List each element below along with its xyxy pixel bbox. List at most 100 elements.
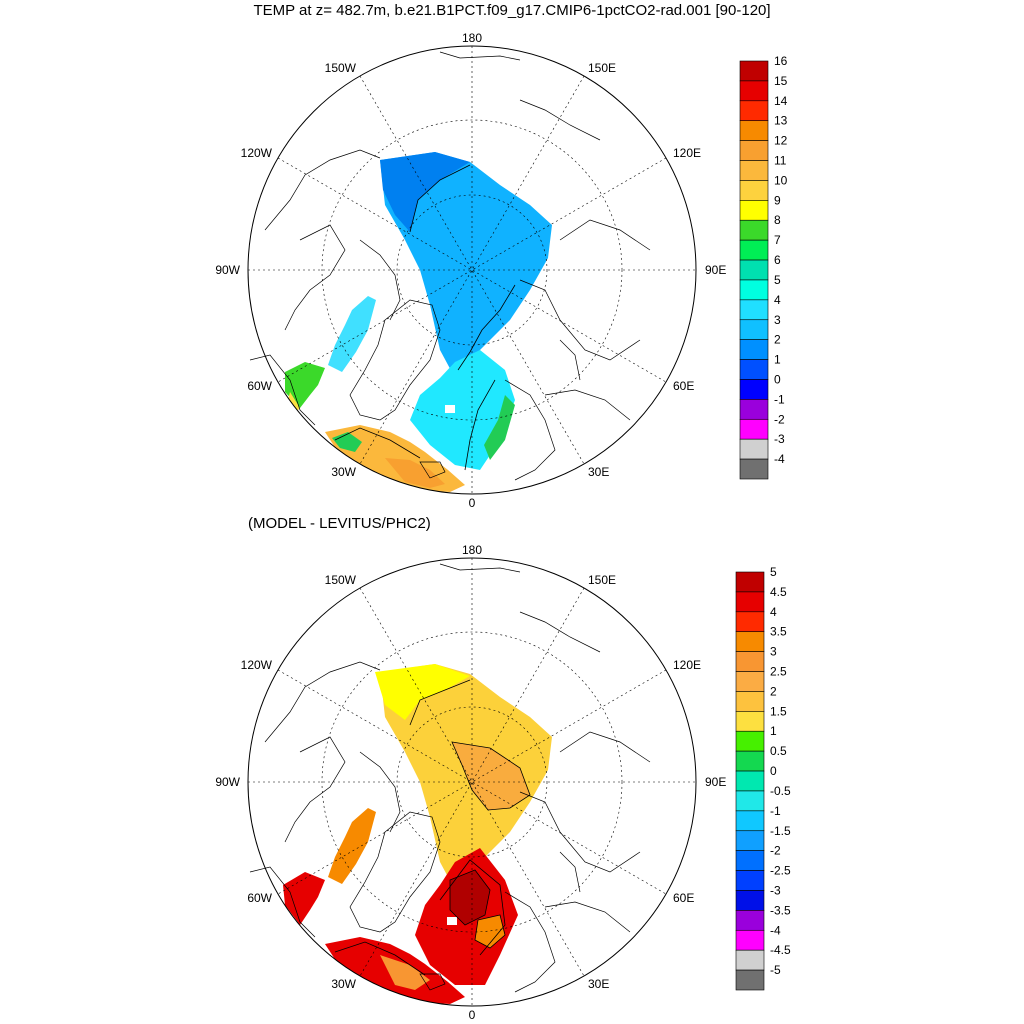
bottom-colorbar-tick-label: 0.5	[770, 744, 787, 758]
bottom-colorbar-tick-label: -2.5	[770, 864, 791, 878]
bottom-colorbar-swatch	[735, 770, 765, 792]
bottom-colorbar-swatch	[735, 631, 765, 652]
top-colorbar-tick-label: 4	[774, 293, 781, 307]
bottom-coast-labrador	[249, 866, 316, 938]
bottom-lon-label-90e: 90E	[705, 775, 726, 789]
bottom-colorbar-swatch	[735, 870, 765, 891]
bottom-contour-2-5	[451, 741, 531, 811]
bottom-colorbar-swatch	[735, 730, 765, 752]
top-lon-label-120e: 120E	[673, 146, 701, 160]
bottom-contour-3-5	[439, 859, 506, 956]
bottom-colorbar-tick-label: 3.5	[770, 625, 787, 639]
bottom-colorbar-tick-label: -4.5	[770, 943, 791, 957]
top-coast-chukotka	[519, 99, 601, 141]
top-coast-labrador	[249, 354, 316, 426]
bottom-lon-label-90w: 90W	[215, 775, 240, 789]
bottom-coast-bering	[439, 563, 521, 573]
bottom-contour-4	[334, 941, 426, 976]
top-colorbar-swatch	[739, 180, 769, 201]
difference-panel-title: (MODEL - LEVITUS/PHC2)	[248, 515, 431, 532]
top-temperature-field	[285, 152, 552, 492]
top-colorbar-tick-label: 7	[774, 233, 781, 247]
top-colorbar-swatch	[739, 279, 769, 301]
bottom-colorbar-tick-label: -1	[770, 804, 781, 818]
top-colorbar-tick-label: 9	[774, 193, 781, 207]
top-colorbar-swatch	[739, 399, 769, 420]
bottom-lon-label-150e: 150E	[588, 573, 616, 587]
bottom-coast-greenland	[349, 811, 441, 933]
bottom-arctic-basin-fill	[380, 664, 552, 890]
bottom-coast-siberia	[519, 791, 641, 873]
top-contour-lines	[334, 164, 516, 471]
bottom-coast-chukotka	[519, 611, 601, 653]
top-coast-ellesmere	[359, 239, 401, 321]
top-colorbar-tick-label: 3	[774, 313, 781, 327]
top-lon-label-90w: 90W	[215, 263, 240, 277]
bottom-colorbar-tick-label: -0.5	[770, 784, 791, 798]
bottom-colorbar-tick-label: 0	[770, 764, 777, 778]
top-contour-3	[457, 284, 516, 371]
top-labrador-fill	[285, 362, 325, 408]
top-colorbar-swatch	[739, 219, 769, 241]
bottom-lon-label-60e: 60E	[673, 891, 694, 905]
bottom-coast-alaska-canada	[264, 661, 381, 743]
top-colorbar-tick-label: 6	[774, 253, 781, 267]
bottom-colorbar-tick-label: -2	[770, 844, 781, 858]
bottom-lon-label-150w: 150W	[325, 573, 357, 587]
top-polar-map: 180 0 90W 90E 150W 120W 60W 30W 150E 120…	[215, 31, 726, 510]
top-colorbar-swatch	[739, 120, 769, 141]
bottom-colorbar-tick-label: 1.5	[770, 704, 787, 718]
bottom-colorbar-tick-label: 3	[770, 645, 777, 659]
top-land-gap	[445, 405, 455, 413]
bottom-baffin-fill	[328, 808, 376, 884]
top-colorbar-tick-label: -4	[774, 452, 785, 466]
bottom-colorbar-swatch	[735, 790, 765, 812]
top-colorbar-swatch	[739, 359, 769, 380]
top-colorbar-swatch	[739, 259, 769, 281]
bottom-contour-lines	[334, 679, 531, 976]
bottom-colorbar-swatch	[735, 929, 765, 951]
bottom-coast-russia-north	[544, 901, 631, 933]
bottom-colorbar-tick-label: 1	[770, 724, 777, 738]
top-coast-iceland	[419, 461, 446, 479]
bottom-coast-east-siberia	[559, 731, 651, 763]
bottom-colorbar-swatch	[735, 810, 765, 832]
bottom-colorbar-tick-label: -5	[770, 963, 781, 977]
top-colorbar-swatch	[739, 339, 769, 360]
bottom-colorbar-swatch	[735, 830, 765, 851]
top-colorbar-swatch	[739, 418, 769, 440]
bottom-nordic-core-fill	[450, 870, 490, 925]
bottom-coastlines	[249, 563, 651, 993]
top-colorbar-tick-label: 12	[774, 134, 788, 148]
top-lon-label-30e: 30E	[588, 465, 609, 479]
top-colorbar-swatch	[739, 299, 769, 321]
bottom-colorbar-tick-label: -1.5	[770, 824, 791, 838]
top-lon-label-60e: 60E	[673, 379, 694, 393]
top-colorbar-tick-label: 15	[774, 74, 788, 88]
bottom-coast-scandinavia	[504, 891, 556, 993]
top-nordic-seas-fill	[410, 350, 515, 470]
bottom-colorbar-tick-label: 4.5	[770, 585, 787, 599]
bottom-colorbar-tick-label: 5	[770, 565, 777, 579]
bottom-coast-novaya-zemlya	[559, 851, 581, 893]
bottom-colorbar-tick-label: 2.5	[770, 665, 787, 679]
bottom-colorbar-tick-label: -4	[770, 923, 781, 937]
top-lon-label-120w: 120W	[241, 146, 273, 160]
bottom-colorbar-tick-label: -3.5	[770, 903, 791, 917]
top-colorbar-tick-label: -1	[774, 392, 785, 406]
bottom-contour-4-5	[449, 869, 491, 926]
top-colorbar-swatch	[739, 140, 769, 161]
top-colorbar-tick-label: 16	[774, 54, 788, 68]
top-lon-label-90e: 90E	[705, 263, 726, 277]
bottom-graticule	[248, 558, 696, 1006]
top-colorbar-swatch	[739, 200, 769, 221]
top-coast-russia-north	[544, 389, 631, 421]
top-graticule	[248, 46, 696, 494]
bottom-contour-1-5	[409, 679, 471, 726]
top-contour-2	[409, 164, 471, 233]
bottom-lat-circle-inner	[396, 706, 548, 858]
top-coast-scandinavia	[504, 379, 556, 481]
bottom-colorbar-tick-label: 2	[770, 684, 777, 698]
bottom-colorbar-swatch	[735, 910, 765, 931]
